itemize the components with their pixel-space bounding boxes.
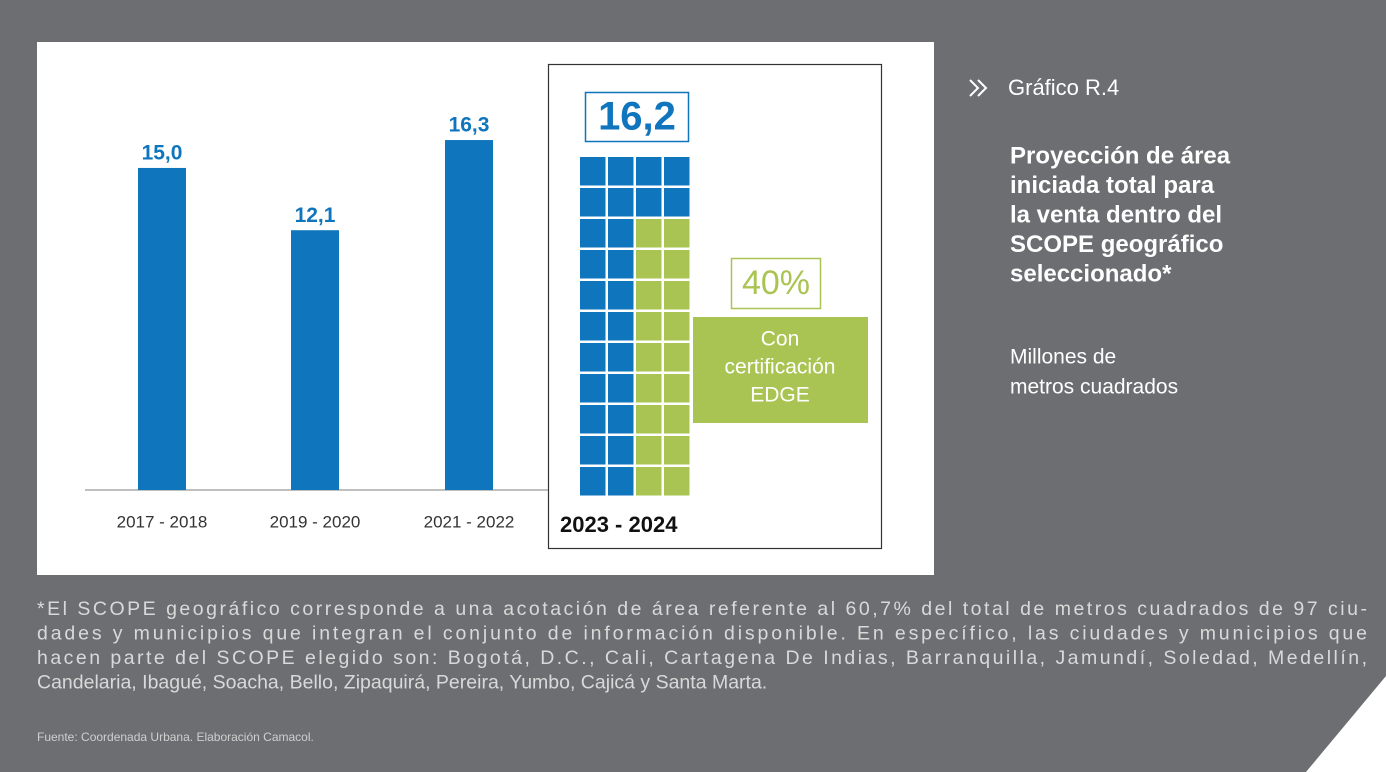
waffle-cell <box>608 436 634 465</box>
waffle-share <box>636 219 690 496</box>
corner-cut <box>1306 676 1386 772</box>
share-label: 40% <box>742 264 810 302</box>
bar <box>445 140 493 490</box>
source: Fuente: Coordenada Urbana. Elaboración C… <box>37 730 314 744</box>
waffle-cell <box>664 219 690 248</box>
title-line: seleccionado* <box>1010 260 1172 287</box>
share-text: certificación <box>725 356 836 379</box>
waffle-cell <box>580 219 606 248</box>
waffle-cell <box>608 467 634 496</box>
projection-category: 2023 - 2024 <box>560 512 678 537</box>
share-text-box <box>693 317 868 423</box>
waffle-cell <box>636 219 662 248</box>
waffle-cell <box>580 405 606 434</box>
projection-box <box>547 63 883 550</box>
waffle-cell <box>608 312 634 341</box>
waffle-cell <box>580 436 606 465</box>
title-line: la venta dentro del <box>1010 201 1222 228</box>
share-text: Con <box>761 328 800 351</box>
waffle-cell <box>664 250 690 279</box>
projection-value-label: 16,2 <box>598 95 676 139</box>
subtitle-line: Millones de <box>1010 346 1116 369</box>
footnote-line: Candelaria, Ibagué, Soacha, Bello, Zipaq… <box>37 672 767 694</box>
waffle-cell <box>608 405 634 434</box>
heading: Gráfico R.4 <box>1008 75 1119 100</box>
waffle-cell <box>636 343 662 372</box>
title-line: iniciada total para <box>1010 172 1215 199</box>
x-tick-label: 2017 - 2018 <box>117 512 208 531</box>
waffle-cell <box>636 467 662 496</box>
footnote-line: *El SCOPE geográfico corresponde a una a… <box>37 598 1367 620</box>
waffle-cell <box>636 157 662 186</box>
share-box <box>730 257 822 310</box>
waffle-cell <box>580 374 606 403</box>
waffle-cell <box>580 467 606 496</box>
waffle-cell <box>636 312 662 341</box>
value-label: 15,0 <box>142 141 183 164</box>
waffle-cell <box>664 157 690 186</box>
waffle-cell <box>636 281 662 310</box>
waffle-cell <box>636 250 662 279</box>
subtitle-line: metros cuadrados <box>1010 376 1178 399</box>
waffle-cell <box>580 250 606 279</box>
waffle-cell <box>608 219 634 248</box>
waffle-cell <box>664 281 690 310</box>
waffle-cell <box>664 374 690 403</box>
bar <box>291 230 339 490</box>
waffle-cell <box>608 281 634 310</box>
waffle-cell <box>580 188 606 217</box>
waffle-cell <box>608 188 634 217</box>
waffle-cell <box>664 436 690 465</box>
value-box <box>584 91 690 143</box>
value-label: 16,3 <box>449 114 490 137</box>
x-tick-label: 2021 - 2022 <box>424 512 515 531</box>
waffle-cell <box>608 157 634 186</box>
waffle-cell <box>580 343 606 372</box>
waffle-cell <box>580 312 606 341</box>
waffle-cell <box>664 188 690 217</box>
waffle-total <box>580 157 690 496</box>
title-line: SCOPE geográfico <box>1010 231 1223 258</box>
waffle-cell <box>636 405 662 434</box>
waffle-cell <box>636 188 662 217</box>
waffle-cell <box>608 343 634 372</box>
waffle-cell <box>608 374 634 403</box>
waffle-cell <box>664 312 690 341</box>
waffle-cell <box>664 343 690 372</box>
waffle-cell <box>608 250 634 279</box>
footnote-line: dades y municipios que integran el conju… <box>37 623 1367 645</box>
waffle-cell <box>580 281 606 310</box>
bar <box>138 167 186 490</box>
waffle-cell <box>664 405 690 434</box>
share-text: EDGE <box>750 384 810 407</box>
value-label: 12,1 <box>295 204 336 227</box>
chevron-icon <box>969 79 988 97</box>
waffle-cell <box>636 436 662 465</box>
title-line: Proyección de área <box>1010 142 1231 169</box>
waffle-cell <box>580 157 606 186</box>
waffle-cell <box>636 374 662 403</box>
waffle-cell <box>664 467 690 496</box>
x-tick-label: 2019 - 2020 <box>270 512 361 531</box>
